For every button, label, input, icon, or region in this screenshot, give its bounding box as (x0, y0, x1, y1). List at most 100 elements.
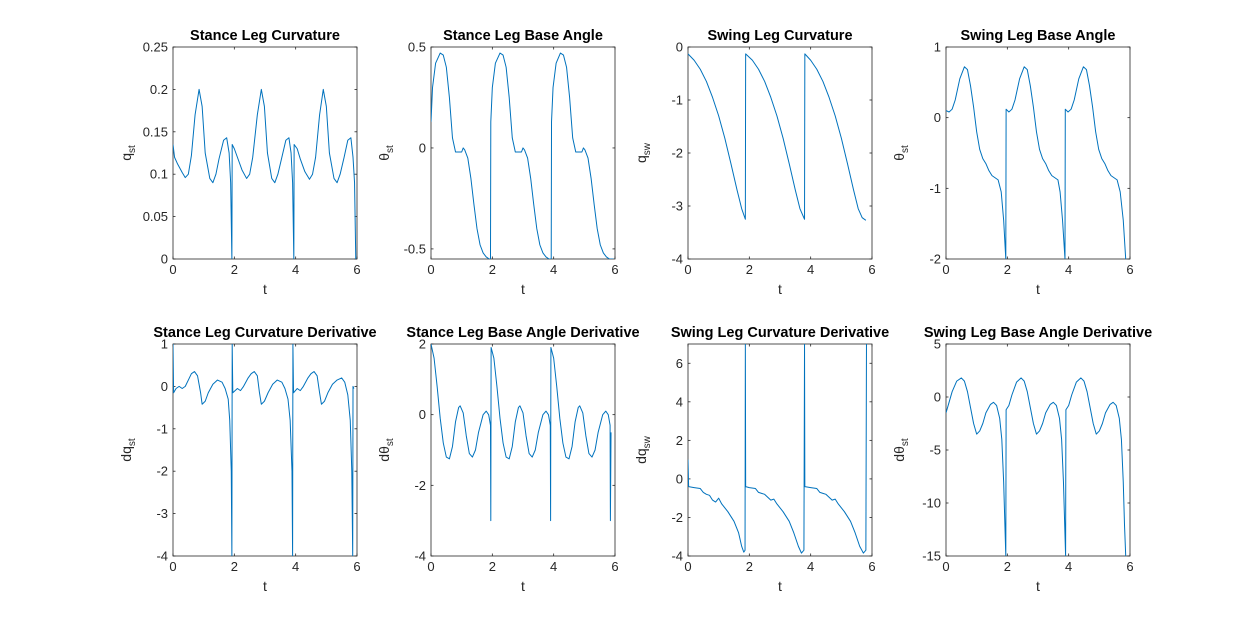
y-tick-label: -2 (671, 510, 683, 525)
y-tick-label: 6 (676, 356, 683, 371)
subplot-title: Stance Leg Base Angle (443, 28, 603, 44)
y-tick-label: -10 (922, 496, 941, 511)
y-tick-label: 0 (419, 407, 426, 422)
y-tick-label: -2 (929, 252, 941, 267)
x-tick-label: 4 (292, 559, 299, 574)
subplot-title: Swing Leg Curvature Derivative (671, 325, 889, 341)
y-tick-label: 0.05 (143, 209, 168, 224)
x-axis-label: t (1036, 281, 1040, 297)
subplot-1: 0 2 4 6 0 0.05 0.1 0.15 0.2 0.25 Stance Leg Curvat… (118, 28, 361, 297)
series-line (173, 88, 357, 259)
y-axis-label: θst (376, 145, 396, 161)
x-tick-label: 4 (1065, 262, 1072, 277)
x-axis-label: t (778, 281, 782, 297)
axes-frame (430, 46, 616, 260)
y-tick-label: 5 (934, 337, 941, 352)
x-tick-label: 6 (868, 559, 875, 574)
x-tick-label: 2 (231, 262, 238, 277)
x-tick-label: 6 (353, 559, 360, 574)
x-tick-label: 4 (807, 559, 814, 574)
y-tick-label: 0.1 (150, 167, 168, 182)
subplot-4: 0 2 4 6 -2 -1 0 1 Swing Leg Base Angle t θst (891, 28, 1134, 297)
y-tick-label: 0 (676, 471, 683, 486)
subplot-title: Swing Leg Curvature (707, 28, 852, 44)
axes-frame (430, 343, 616, 557)
y-axis-label: dθst (376, 438, 396, 462)
y-tick-label: -4 (156, 549, 168, 564)
x-tick-label: 0 (942, 559, 949, 574)
axes-frame (172, 46, 358, 260)
x-tick-label: 2 (1004, 559, 1011, 574)
y-tick-label: 1 (934, 40, 941, 55)
subplot-title: Swing Leg Base Angle (961, 28, 1116, 44)
x-tick-label: 0 (169, 262, 176, 277)
y-tick-label: -2 (156, 464, 168, 479)
x-tick-label: 2 (231, 559, 238, 574)
y-tick-label: -0.5 (404, 241, 426, 256)
y-tick-label: -1 (671, 93, 683, 108)
y-tick-label: -4 (414, 549, 426, 564)
axes-frame (687, 343, 873, 557)
x-tick-label: 2 (1004, 262, 1011, 277)
subplot-3: 0 2 4 6 -4 -3 -2 -1 0 Swing Leg Curvature t qsw (633, 28, 876, 297)
x-tick-label: 2 (746, 559, 753, 574)
y-tick-label: 0.5 (408, 40, 426, 55)
x-axis-label: t (521, 578, 525, 594)
x-tick-label: 4 (1065, 559, 1072, 574)
y-tick-label: -1 (156, 421, 168, 436)
x-tick-label: 0 (684, 559, 691, 574)
y-tick-label: 0 (161, 379, 168, 394)
x-tick-label: 4 (550, 559, 557, 574)
y-tick-label: -5 (929, 443, 941, 458)
axes-frame (945, 46, 1131, 260)
x-tick-label: 6 (1126, 262, 1133, 277)
y-tick-label: 2 (676, 433, 683, 448)
y-axis-label: dqsw (633, 435, 653, 464)
series-line (431, 344, 612, 522)
series-line (431, 52, 614, 259)
x-tick-label: 0 (942, 262, 949, 277)
y-tick-label: 0.25 (143, 40, 168, 55)
x-tick-label: 2 (489, 559, 496, 574)
subplot-7: 0 2 4 6 -4 -2 0 2 4 6 Swing Leg Curvature Derivati… (633, 325, 889, 594)
subplot-title: Swing Leg Base Angle Derivative (924, 325, 1152, 341)
y-tick-label: 0 (676, 40, 683, 55)
y-tick-label: 4 (676, 394, 683, 409)
x-tick-label: 2 (746, 262, 753, 277)
x-axis-label: t (778, 578, 782, 594)
series-line (946, 377, 1127, 556)
x-axis-label: t (521, 281, 525, 297)
x-axis-label: t (263, 578, 267, 594)
x-tick-label: 2 (489, 262, 496, 277)
y-axis-label: qsw (633, 142, 653, 163)
axes-frame (172, 343, 358, 557)
x-tick-label: 6 (611, 262, 618, 277)
series-line (946, 66, 1127, 259)
subplot-title: Stance Leg Base Angle Derivative (406, 325, 639, 341)
subplot-title: Stance Leg Curvature Derivative (153, 325, 376, 341)
y-tick-label: -3 (156, 506, 168, 521)
y-tick-label: -1 (929, 181, 941, 196)
x-tick-label: 0 (427, 262, 434, 277)
x-tick-label: 4 (807, 262, 814, 277)
y-tick-label: 0.2 (150, 82, 168, 97)
axes-frame (687, 46, 873, 260)
y-axis-label: qst (118, 145, 138, 161)
y-tick-label: 1 (161, 337, 168, 352)
x-tick-label: 4 (550, 262, 557, 277)
y-tick-label: 0 (934, 390, 941, 405)
x-tick-label: 0 (169, 559, 176, 574)
y-tick-label: -2 (414, 478, 426, 493)
y-tick-label: 0.15 (143, 124, 168, 139)
x-axis-label: t (1036, 578, 1040, 594)
x-tick-label: 6 (1126, 559, 1133, 574)
y-axis-label: dqst (118, 438, 138, 462)
x-tick-label: 4 (292, 262, 299, 277)
x-tick-label: 6 (353, 262, 360, 277)
y-tick-label: 0 (934, 110, 941, 125)
y-tick-label: 2 (419, 337, 426, 352)
x-tick-label: 0 (684, 262, 691, 277)
